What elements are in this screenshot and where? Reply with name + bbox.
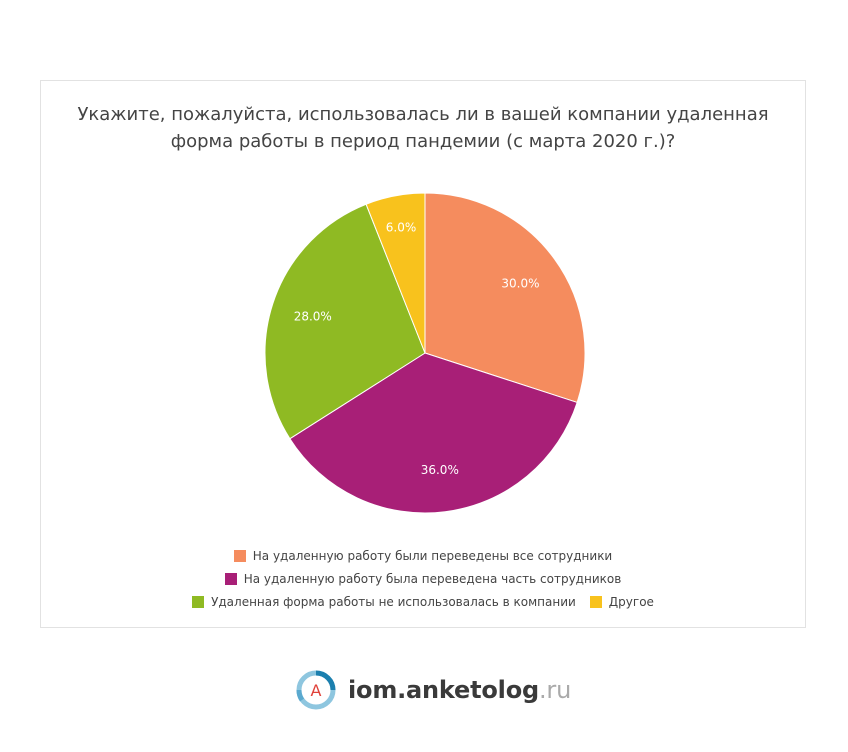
- brand-tld: .ru: [538, 676, 572, 704]
- chart-title-line-2: форма работы в период пандемии (с марта …: [170, 131, 676, 152]
- legend-item-all-remote[interactable]: На удаленную работу были переведены все …: [233, 548, 613, 563]
- pie-data-label-1: 36.0%: [421, 463, 459, 477]
- logo-letter: A: [311, 681, 322, 700]
- chart-card: Укажите, пожалуйста, использовалась ли в…: [40, 80, 806, 628]
- legend-label: На удаленную работу была переведена част…: [243, 571, 622, 586]
- legend-item-other[interactable]: Другое: [589, 594, 654, 609]
- brand-main: iom.anketolog: [348, 676, 539, 704]
- pie-data-label-3: 6.0%: [386, 220, 417, 234]
- chart-title: Укажите, пожалуйста, использовалась ли в…: [41, 101, 805, 155]
- footer-branding: A iom.anketolog.ru: [292, 666, 571, 714]
- pie-data-label-2: 28.0%: [294, 310, 332, 324]
- pie-slice-0[interactable]: [424, 192, 586, 404]
- pie-slice-1[interactable]: [289, 352, 578, 514]
- legend-row: На удаленную работу была переведена част…: [41, 567, 805, 590]
- legend-swatch: [192, 595, 205, 608]
- chart-title-line-1: Укажите, пожалуйста, использовалась ли в…: [77, 104, 769, 125]
- legend-row: На удаленную работу были переведены все …: [41, 544, 805, 567]
- pie-slice-3[interactable]: [365, 192, 426, 354]
- pie-data-label-0: 30.0%: [501, 277, 539, 291]
- legend-label: На удаленную работу были переведены все …: [252, 548, 613, 563]
- pie-slice-2[interactable]: [264, 203, 426, 440]
- legend-item-part-remote[interactable]: На удаленную работу была переведена част…: [224, 571, 622, 586]
- anketolog-logo-icon[interactable]: A: [292, 666, 340, 714]
- legend-swatch: [233, 549, 246, 562]
- legend-row: Удаленная форма работы не использовалась…: [41, 590, 805, 613]
- legend-swatch: [589, 595, 602, 608]
- brand-name[interactable]: iom.anketolog.ru: [348, 676, 571, 704]
- legend-label: Удаленная форма работы не использовалась…: [211, 594, 576, 609]
- legend-item-not-used[interactable]: Удаленная форма работы не использовалась…: [192, 595, 576, 609]
- legend-label: Другое: [608, 594, 654, 609]
- legend-swatch: [224, 572, 237, 585]
- chart-legend: На удаленную работу были переведены все …: [41, 544, 805, 613]
- pie-chart: 30.0% 36.0% 28.0% 6.0%: [264, 192, 586, 514]
